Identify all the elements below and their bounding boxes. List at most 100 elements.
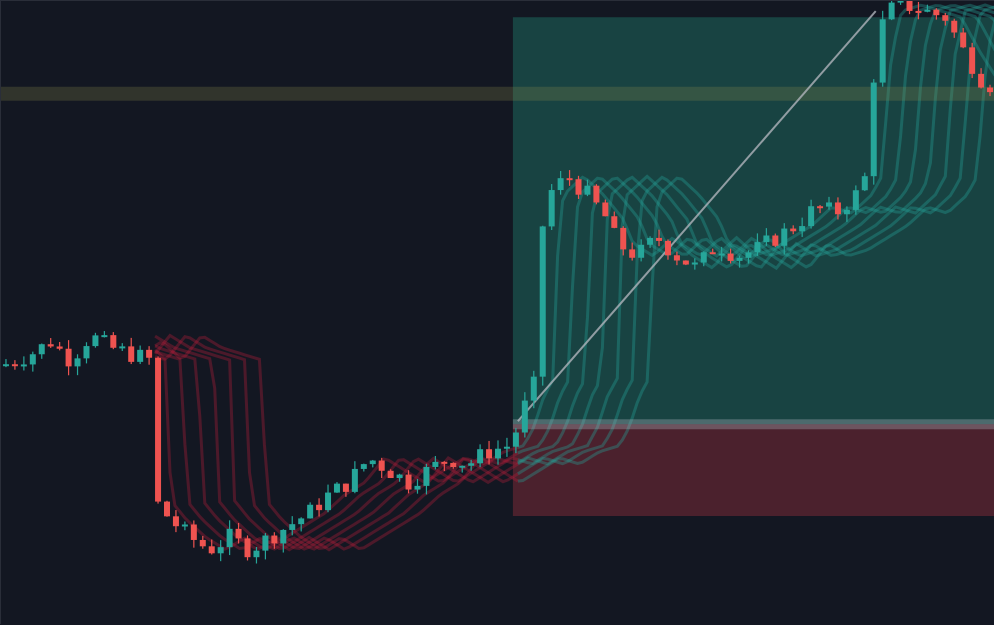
bearish-candle	[906, 1, 913, 11]
bearish-candle	[208, 546, 215, 554]
bearish-candle	[611, 216, 618, 228]
bullish-candle	[584, 185, 591, 195]
bullish-candle	[262, 535, 269, 551]
bullish-candle	[924, 9, 931, 12]
bullish-candle	[74, 358, 81, 367]
bearish-candle	[199, 539, 206, 547]
bearish-candle	[978, 73, 985, 88]
bullish-candle	[396, 474, 403, 479]
bearish-candle	[172, 516, 179, 527]
bearish-candle	[235, 528, 242, 539]
bullish-candle	[253, 550, 260, 558]
bullish-candle	[530, 376, 537, 401]
bullish-candle	[298, 518, 305, 525]
ema-ribbon-line	[154, 334, 519, 551]
bearish-candle	[128, 346, 135, 362]
bearish-candle	[629, 249, 636, 258]
target-zone	[512, 17, 994, 425]
bearish-candle	[450, 462, 457, 468]
ema-ribbon-line	[517, 5, 994, 476]
bearish-candle	[378, 460, 385, 471]
bullish-candle	[718, 253, 725, 256]
bearish-candle	[56, 346, 63, 349]
bullish-candle	[226, 528, 233, 548]
bearish-candle	[933, 9, 940, 16]
bullish-candle	[29, 354, 36, 365]
bullish-candle	[638, 244, 645, 258]
bearish-candle	[575, 179, 582, 195]
bullish-candle	[92, 335, 99, 347]
bearish-candle	[387, 470, 394, 479]
bullish-candle	[503, 446, 510, 449]
bearish-candle	[673, 255, 680, 261]
bearish-candle	[146, 349, 153, 358]
bearish-candle	[342, 483, 349, 492]
bullish-candle	[217, 547, 224, 554]
ema-ribbon-line	[154, 335, 519, 551]
bearish-candle	[271, 535, 278, 544]
bullish-candle	[360, 464, 367, 469]
bullish-candle	[423, 466, 430, 486]
bullish-candle	[870, 82, 877, 177]
bullish-candle	[289, 524, 296, 530]
bullish-candle	[119, 346, 126, 349]
bullish-candle	[101, 335, 108, 338]
bearish-candle	[969, 47, 976, 74]
ema-ribbon-line	[517, 3, 994, 466]
bullish-candle	[20, 364, 27, 367]
ema-ribbon-line	[154, 344, 518, 551]
bullish-candle	[495, 448, 501, 459]
bearish-candle	[47, 344, 54, 347]
diagonal-trend-line	[517, 10, 877, 422]
bullish-candle	[700, 252, 707, 263]
bearish-candle	[942, 15, 949, 21]
bullish-candle	[763, 235, 770, 243]
bullish-candle	[799, 226, 806, 232]
bearish-candle	[772, 235, 779, 246]
bullish-candle	[897, 1, 904, 3]
bullish-candle	[808, 206, 815, 227]
bullish-candle	[781, 228, 788, 246]
bearish-candle	[915, 10, 922, 13]
bullish-candle	[736, 257, 743, 261]
bearish-candle	[960, 32, 967, 48]
bearish-candle	[817, 206, 824, 209]
bearish-candle	[405, 474, 412, 490]
bullish-candle	[414, 485, 421, 490]
bearish-candle	[834, 202, 841, 215]
bearish-candle	[987, 87, 994, 93]
bullish-candle	[307, 504, 314, 519]
bullish-candle	[2, 364, 9, 367]
bearish-candle	[486, 449, 493, 459]
bullish-candle	[745, 252, 752, 258]
bearish-candle	[602, 202, 609, 217]
stop-zone	[512, 424, 994, 517]
bullish-candle	[351, 468, 358, 492]
ema-ribbon-line	[517, 3, 994, 465]
bullish-candle	[861, 176, 868, 191]
bullish-candle	[181, 524, 188, 527]
bullish-candle	[539, 226, 546, 377]
bearish-candle	[951, 20, 958, 33]
bullish-candle	[879, 19, 886, 83]
bullish-candle	[280, 529, 287, 544]
bullish-candle	[691, 262, 698, 265]
bearish-candle	[682, 260, 689, 265]
bullish-candle	[459, 465, 466, 468]
bullish-candle	[369, 460, 376, 465]
bearish-candle	[190, 524, 197, 540]
ema-ribbon-line	[153, 333, 519, 552]
bullish-candle	[333, 483, 340, 493]
bearish-candle	[727, 253, 734, 261]
bullish-candle	[512, 432, 519, 447]
bearish-candle	[790, 228, 797, 232]
bearish-candle	[620, 227, 627, 250]
bearish-candle	[244, 538, 251, 558]
bearish-candle	[566, 178, 573, 181]
bearish-candle	[11, 364, 18, 367]
bearish-candle	[593, 185, 600, 203]
bearish-candle	[656, 237, 663, 241]
